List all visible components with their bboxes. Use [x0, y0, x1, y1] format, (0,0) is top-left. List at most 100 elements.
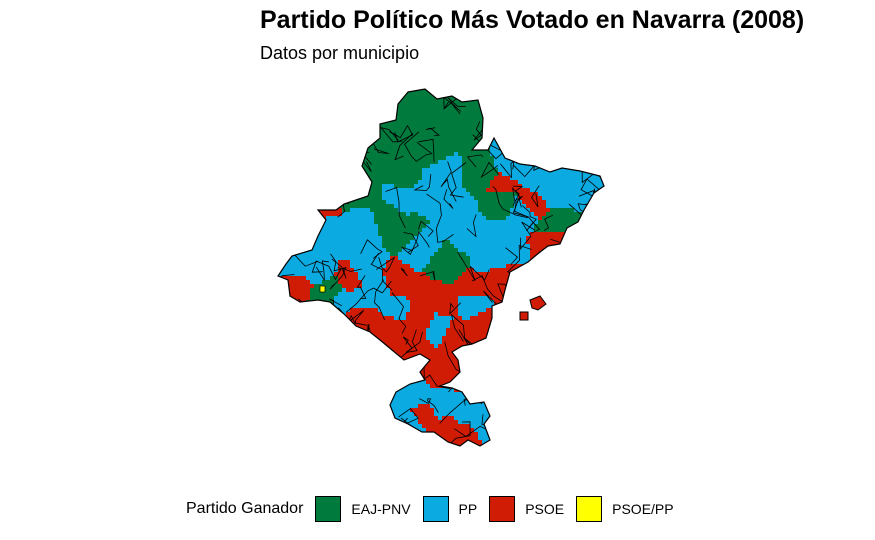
municipality-cell: [442, 240, 447, 245]
municipality-cell: [470, 244, 475, 249]
municipality-cell: [386, 160, 391, 165]
municipality-cell: [270, 284, 275, 289]
municipality-cell: [594, 100, 599, 105]
municipality-cell: [578, 260, 583, 265]
municipality-cell: [434, 124, 439, 129]
municipality-cell: [546, 240, 551, 245]
municipality-cell: [298, 244, 303, 249]
municipality-cell: [330, 236, 335, 241]
municipality-cell: [422, 288, 427, 293]
municipality-cell: [606, 184, 611, 189]
municipality-cell: [286, 216, 291, 221]
municipality-cell: [350, 292, 355, 297]
municipality-cell: [330, 144, 335, 149]
municipality-cell: [598, 244, 603, 249]
municipality-cell: [498, 200, 503, 205]
municipality-cell: [314, 304, 319, 309]
municipality-cell: [546, 132, 551, 137]
municipality-cell: [414, 288, 419, 293]
municipality-cell: [402, 89, 407, 93]
municipality-cell: [302, 152, 307, 157]
municipality-cell: [574, 300, 579, 305]
municipality-cell: [386, 256, 391, 261]
municipality-cell: [278, 296, 283, 301]
municipality-cell: [486, 156, 491, 161]
municipality-cell: [286, 89, 291, 93]
municipality-cell: [598, 228, 603, 233]
municipality-cell: [386, 168, 391, 173]
municipality-cell: [414, 276, 419, 281]
municipality-cell: [286, 156, 291, 161]
municipality-cell: [574, 196, 579, 201]
municipality-cell: [354, 240, 359, 245]
municipality-cell: [414, 284, 419, 289]
municipality-cell: [350, 200, 355, 205]
municipality-cell: [306, 264, 311, 269]
municipality-cell: [514, 108, 519, 113]
municipality-cell: [390, 196, 395, 201]
municipality-cell: [502, 196, 507, 201]
municipality-cell: [538, 232, 543, 237]
municipality-cell: [570, 124, 575, 129]
municipality-cell: [486, 260, 491, 265]
municipality-cell: [574, 204, 579, 209]
municipality-cell: [478, 152, 483, 157]
municipality-cell: [598, 184, 603, 189]
municipality-cell: [558, 208, 563, 213]
municipality-cell: [546, 104, 551, 109]
municipality-cell: [294, 112, 299, 117]
municipality-cell: [290, 244, 295, 249]
municipality-cell: [538, 124, 543, 129]
municipality-cell: [342, 184, 347, 189]
municipality-cell: [318, 308, 323, 313]
municipality-cell: [314, 252, 319, 257]
municipality-cell: [414, 144, 419, 149]
municipality-cell: [462, 232, 467, 237]
municipality-cell: [450, 116, 455, 121]
municipality-cell: [538, 188, 543, 193]
municipality-cell: [422, 124, 427, 129]
municipality-cell: [610, 304, 615, 309]
municipality-cell: [442, 260, 447, 265]
municipality-cell: [302, 132, 307, 137]
municipality-cell: [322, 264, 327, 269]
municipality-cell: [390, 232, 395, 237]
municipality-cell: [426, 204, 431, 209]
municipality-cell: [562, 124, 567, 129]
municipality-cell: [378, 288, 383, 293]
municipality-cell: [330, 132, 335, 137]
municipality-cell: [278, 292, 283, 297]
municipality-cell: [430, 148, 435, 153]
municipality-cell: [562, 120, 567, 125]
municipality-cell: [362, 112, 367, 117]
municipality-cell: [450, 292, 455, 297]
municipality-cell: [278, 172, 283, 177]
municipality-cell: [278, 120, 279, 125]
municipality-cell: [522, 120, 527, 125]
municipality-cell: [414, 96, 419, 101]
municipality-cell: [326, 276, 331, 281]
municipality-cell: [362, 236, 367, 241]
municipality-cell: [378, 148, 383, 153]
municipality-cell: [322, 160, 327, 165]
municipality-cell: [538, 144, 543, 149]
municipality-cell: [550, 292, 555, 297]
municipality-cell: [554, 172, 559, 177]
municipality-cell: [546, 192, 551, 197]
municipality-cell: [402, 96, 407, 101]
municipality-cell: [306, 168, 311, 173]
municipality-cell: [374, 156, 379, 161]
municipality-cell: [382, 264, 387, 269]
municipality-cell: [358, 96, 363, 101]
municipality-cell: [554, 100, 559, 105]
municipality-cell: [494, 300, 499, 305]
municipality-cell: [478, 89, 483, 93]
municipality-cell: [346, 212, 351, 217]
municipality-cell: [546, 236, 551, 241]
municipality-cell: [446, 152, 451, 157]
municipality-cell: [462, 128, 467, 133]
municipality-cell: [506, 308, 511, 313]
municipality-cell: [382, 304, 387, 309]
municipality-cell: [454, 176, 459, 181]
municipality-cell: [446, 228, 451, 233]
